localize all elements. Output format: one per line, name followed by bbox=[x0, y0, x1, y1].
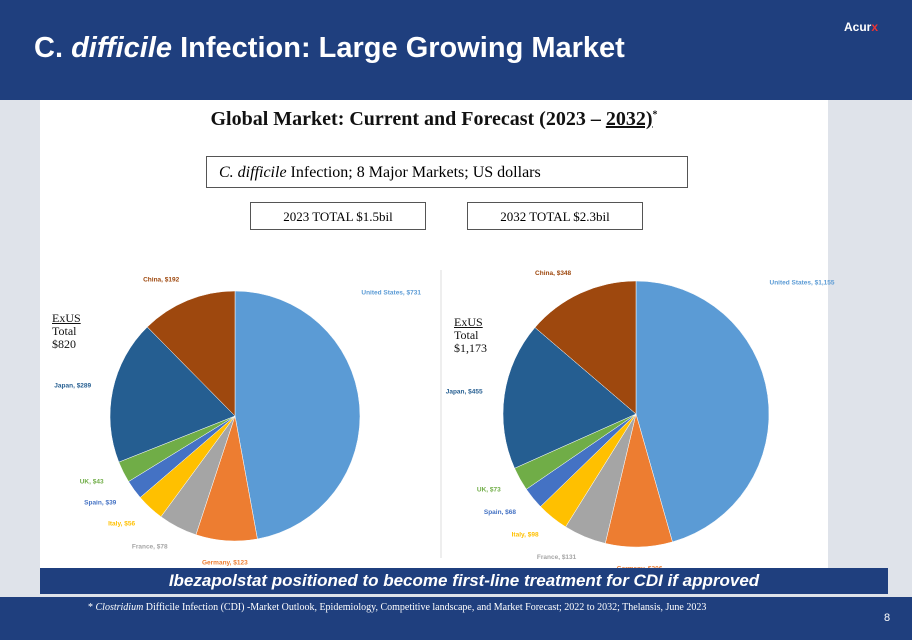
pie-slice bbox=[502, 327, 637, 469]
slice-label: China, $192 bbox=[143, 277, 180, 284]
slice-label: Spain, $68 bbox=[484, 509, 517, 516]
slice-label: Italy, $56 bbox=[108, 521, 135, 528]
footnote: * Clostridium Difficile Infection (CDI) … bbox=[88, 602, 707, 613]
slide-title: C. difficile Infection: Large Growing Ma… bbox=[34, 32, 625, 64]
pie-slice bbox=[534, 280, 637, 415]
slice-label: Italy, $98 bbox=[512, 531, 539, 538]
brand-logo: Acurx bbox=[844, 20, 879, 34]
slice-label: France, $78 bbox=[132, 543, 168, 550]
slice-label: UK, $43 bbox=[80, 479, 104, 486]
banner: Ibezapolstat positioned to become first-… bbox=[40, 568, 888, 594]
footer-band bbox=[0, 597, 912, 640]
annotation: ExUS Total $1,173 bbox=[454, 315, 487, 355]
pie-slice bbox=[109, 326, 236, 463]
chart-title: 2023 TOTAL $1.5bil bbox=[250, 202, 426, 230]
header-band bbox=[0, 0, 912, 100]
pie-slice bbox=[234, 290, 361, 540]
pie-slice bbox=[146, 290, 236, 417]
subtitle-box: C. difficile Infection; 8 Major Markets;… bbox=[206, 156, 688, 188]
pie-slice bbox=[635, 280, 770, 543]
annotation: ExUS Total $820 bbox=[52, 311, 81, 351]
chart-heading: Global Market: Current and Forecast (202… bbox=[210, 108, 658, 130]
slice-label: Japan, $455 bbox=[446, 389, 483, 396]
slice-label: United States, $1,155 bbox=[770, 279, 835, 286]
slice-label: Japan, $289 bbox=[54, 382, 91, 389]
chart-title: 2032 TOTAL $2.3bil bbox=[467, 202, 643, 230]
slice-label: China, $348 bbox=[535, 270, 572, 277]
slice-label: France, $131 bbox=[537, 554, 577, 561]
slice-label: Germany, $123 bbox=[202, 559, 248, 566]
slice-label: United States, $731 bbox=[361, 289, 421, 296]
page-number: 8 bbox=[884, 612, 891, 624]
slice-label: UK, $73 bbox=[477, 486, 501, 493]
slice-label: Spain, $39 bbox=[84, 499, 117, 506]
